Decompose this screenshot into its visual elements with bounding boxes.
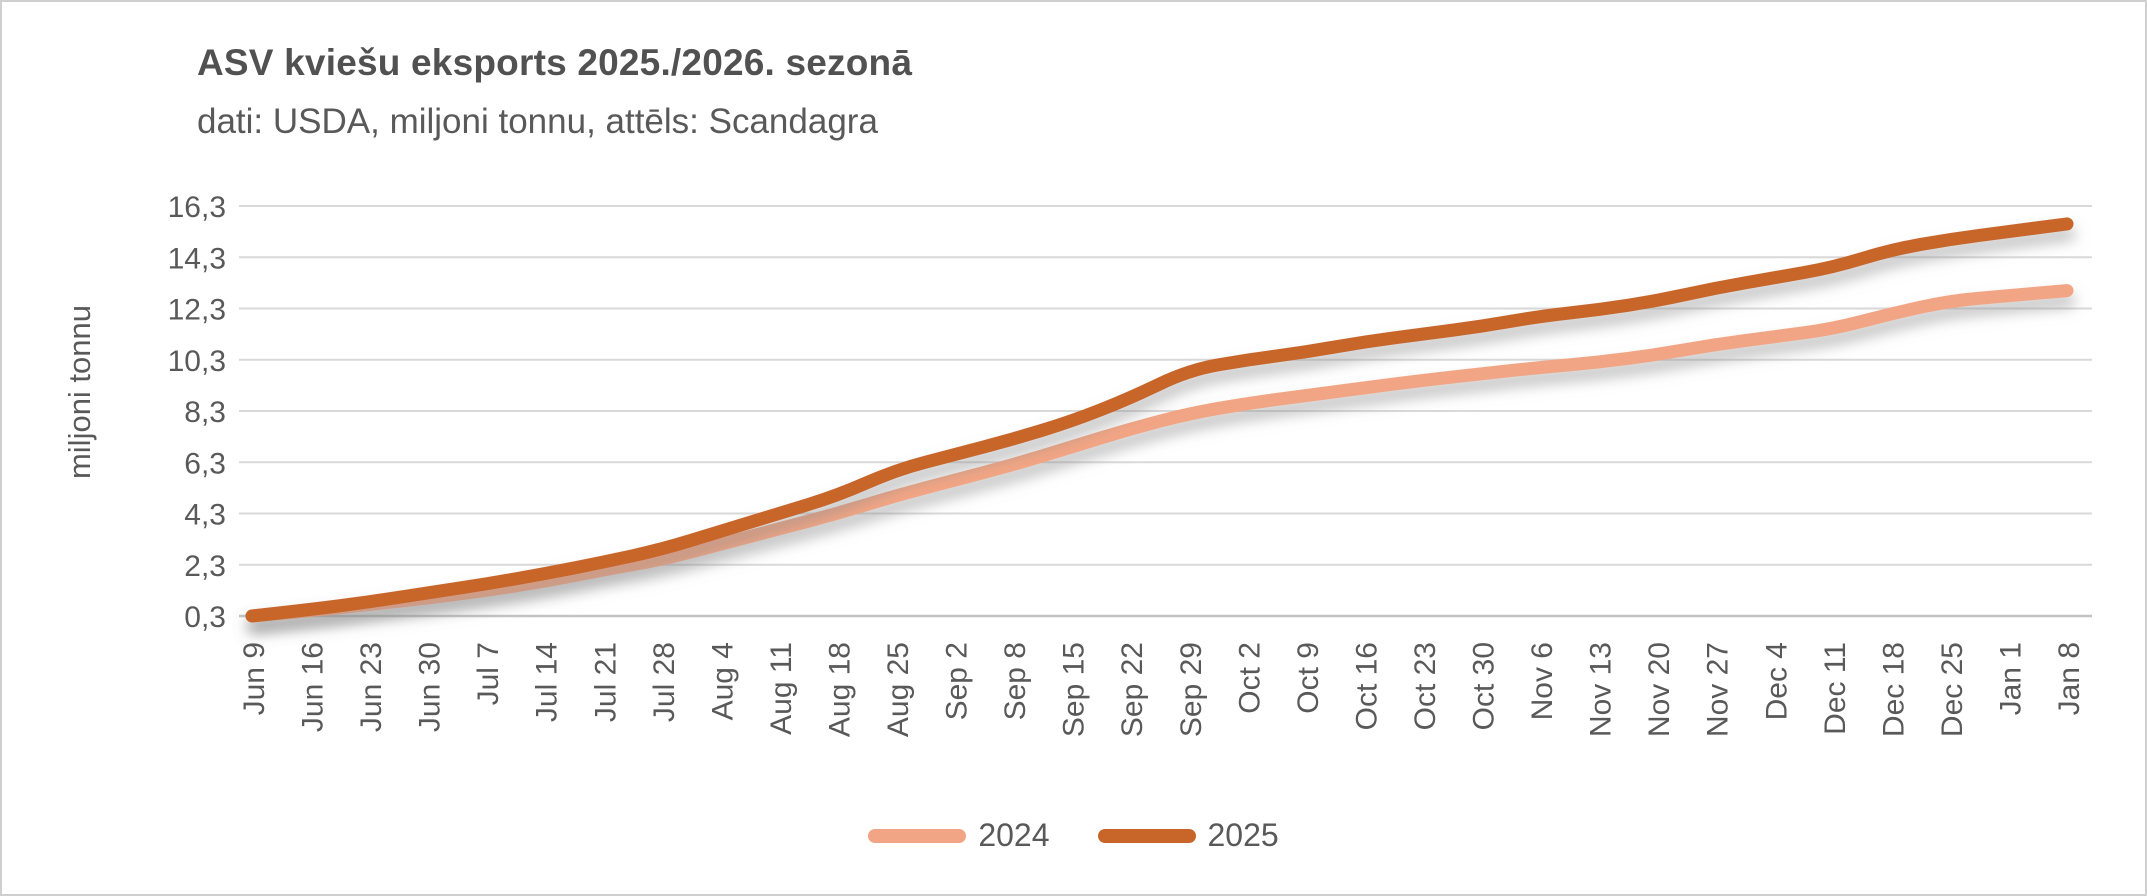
svg-text:10,3: 10,3 (168, 345, 226, 378)
legend-swatch-2025 (1097, 828, 1196, 843)
chart-title: ASV kviešu eksports 2025./2026. sezonā (197, 42, 913, 83)
svg-text:Sep 2: Sep 2 (941, 642, 974, 720)
svg-text:Jan 1: Jan 1 (1994, 642, 2027, 715)
svg-text:Aug 11: Aug 11 (765, 642, 798, 735)
svg-text:Jun 23: Jun 23 (355, 642, 388, 732)
svg-text:Oct 23: Oct 23 (1409, 642, 1442, 730)
x-axis-tick-labels: Jun 9 Jun 16 Jun 23 Jun 30 Jul 7 Jul 14 Jul 21… (238, 642, 2086, 737)
svg-text:Dec 4: Dec 4 (1760, 642, 1793, 720)
svg-text:Oct 2: Oct 2 (1233, 642, 1266, 714)
svg-text:14,3: 14,3 (168, 242, 226, 275)
svg-text:Nov 20: Nov 20 (1643, 642, 1676, 737)
svg-text:8,3: 8,3 (184, 396, 226, 429)
chart-legend: 2024 2025 (2, 817, 2145, 854)
svg-text:Sep 15: Sep 15 (1058, 642, 1091, 737)
svg-text:4,3: 4,3 (184, 499, 226, 532)
svg-text:Jun 30: Jun 30 (414, 642, 447, 732)
chart-subtitle: dati: USDA, miljoni tonnu, attēls: Scand… (197, 102, 878, 141)
svg-text:Jun 9: Jun 9 (238, 642, 271, 715)
svg-text:Nov 13: Nov 13 (1585, 642, 1618, 737)
svg-text:0,3: 0,3 (184, 601, 226, 634)
y-axis-tick-labels: 0,3 2,3 4,3 6,3 8,3 10,3 12,3 14,3 16,3 (168, 191, 226, 634)
svg-text:Jul 21: Jul 21 (589, 642, 622, 722)
svg-text:Oct 16: Oct 16 (1350, 642, 1383, 730)
svg-text:Oct 30: Oct 30 (1468, 642, 1501, 730)
legend-label-2025: 2025 (1207, 817, 1279, 853)
svg-text:Jan 8: Jan 8 (2053, 642, 2086, 715)
legend-label-2024: 2024 (978, 817, 1050, 853)
svg-text:Jun 16: Jun 16 (297, 642, 330, 732)
legend-item-2025: 2025 (1097, 817, 1279, 854)
svg-text:Nov 6: Nov 6 (1526, 642, 1559, 720)
svg-text:Nov 27: Nov 27 (1702, 642, 1735, 737)
svg-text:Sep 22: Sep 22 (1116, 642, 1149, 737)
svg-text:12,3: 12,3 (168, 294, 226, 327)
gridlines (239, 205, 2092, 618)
legend-item-2024: 2024 (868, 817, 1050, 854)
svg-text:Jul 7: Jul 7 (472, 642, 505, 705)
svg-text:Dec 18: Dec 18 (1877, 642, 1910, 737)
svg-text:Aug 25: Aug 25 (882, 642, 915, 737)
svg-text:Dec 25: Dec 25 (1936, 642, 1969, 737)
y-axis-title: miljoni tonnu (62, 305, 97, 479)
series-lines (245, 217, 2074, 623)
svg-text:Jul 14: Jul 14 (531, 642, 564, 722)
svg-text:Sep 29: Sep 29 (1175, 642, 1208, 737)
svg-text:Dec 11: Dec 11 (1819, 642, 1852, 735)
legend-swatch-2024 (868, 828, 967, 843)
svg-text:Jul 28: Jul 28 (648, 642, 681, 722)
svg-text:Aug 4: Aug 4 (706, 642, 739, 720)
svg-text:2,3: 2,3 (184, 550, 226, 583)
svg-text:Sep 8: Sep 8 (999, 642, 1032, 720)
svg-text:6,3: 6,3 (184, 447, 226, 480)
svg-text:Aug 18: Aug 18 (823, 642, 856, 737)
svg-text:16,3: 16,3 (168, 191, 226, 224)
svg-text:Oct 9: Oct 9 (1292, 642, 1325, 714)
